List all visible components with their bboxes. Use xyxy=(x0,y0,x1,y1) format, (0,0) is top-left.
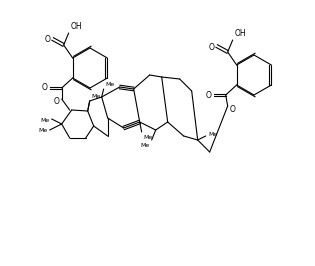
Text: Me: Me xyxy=(140,143,150,148)
Text: OH: OH xyxy=(71,22,82,31)
Text: OH: OH xyxy=(235,29,246,38)
Text: O: O xyxy=(45,35,51,44)
Text: O: O xyxy=(206,90,212,99)
Text: Me: Me xyxy=(38,128,48,134)
Text: O: O xyxy=(54,98,60,106)
Text: Me: Me xyxy=(92,94,101,99)
Text: O: O xyxy=(42,84,48,93)
Text: Me: Me xyxy=(209,132,218,138)
Text: O: O xyxy=(230,105,236,114)
Text: Me: Me xyxy=(106,82,115,87)
Text: Me: Me xyxy=(144,135,153,140)
Text: Me: Me xyxy=(40,118,50,123)
Text: O: O xyxy=(209,43,215,52)
